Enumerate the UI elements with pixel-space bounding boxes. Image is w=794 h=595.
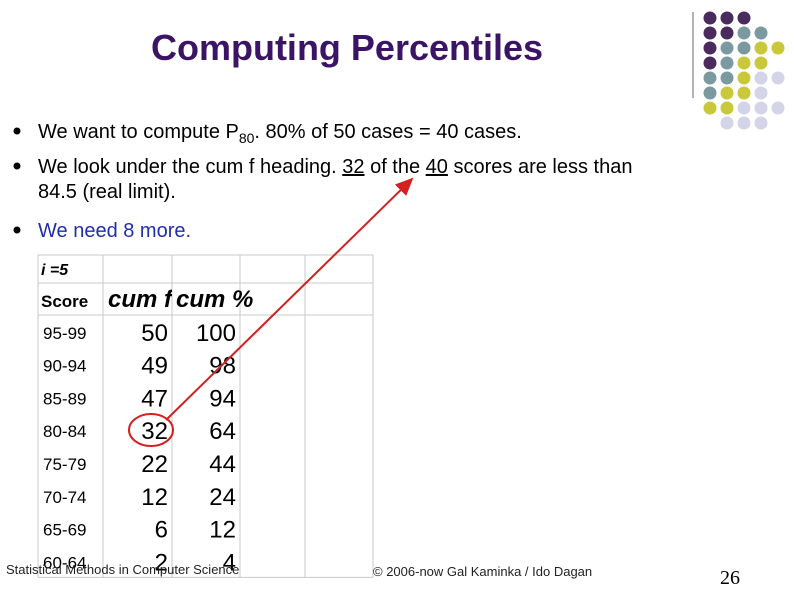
dot xyxy=(720,41,734,55)
dot xyxy=(737,56,751,70)
footer-copyright: © 2006-now Gal Kaminka / Ido Dagan xyxy=(373,564,592,579)
score-cell: 65-69 xyxy=(43,521,86,540)
cum-percent-cell: 24 xyxy=(209,484,236,511)
score-cell: 80-84 xyxy=(43,422,86,441)
dot xyxy=(754,71,768,85)
column-header: cum f xyxy=(108,286,174,313)
cum-f-cell: 32 xyxy=(141,418,168,445)
dot xyxy=(737,71,751,85)
dot xyxy=(754,56,768,70)
table-note: i =5 xyxy=(41,262,69,279)
dot xyxy=(703,11,717,25)
dot xyxy=(771,71,785,85)
dot xyxy=(720,56,734,70)
text: We look under the cum f heading. xyxy=(38,156,342,178)
dot xyxy=(703,26,717,40)
cum-percent-cell: 94 xyxy=(209,385,236,412)
dot xyxy=(737,11,751,25)
subscript: 80 xyxy=(239,130,255,146)
bullet-dot xyxy=(13,162,21,170)
cum-percent-cell: 44 xyxy=(209,451,236,478)
score-cell: 75-79 xyxy=(43,455,86,474)
dot xyxy=(703,56,717,70)
dot xyxy=(720,101,734,115)
dot xyxy=(754,86,768,100)
text: . 80% of 50 cases = 40 cases. xyxy=(254,121,521,143)
score-cell: 90-94 xyxy=(43,357,86,376)
dot xyxy=(720,86,734,100)
highlight-circle xyxy=(128,413,174,447)
text: of the xyxy=(365,156,426,178)
slide-title: Computing Percentiles xyxy=(151,27,543,68)
dot xyxy=(720,26,734,40)
bullet-text: 84.5 (real limit). xyxy=(38,181,176,203)
footer-course: Statistical Methods in Computer Science xyxy=(6,562,239,577)
dot xyxy=(703,71,717,85)
cum-f-cell: 47 xyxy=(141,385,168,412)
column-header: cum % xyxy=(176,286,253,313)
cum-percent-cell: 4 xyxy=(223,549,236,576)
dot xyxy=(754,101,768,115)
cum-percent-cell: 100 xyxy=(196,320,236,347)
underlined-text: 40 xyxy=(426,156,448,178)
bullet-text: We need 8 more. xyxy=(38,220,191,242)
score-cell: 85-89 xyxy=(43,389,86,408)
bullet-dot xyxy=(13,127,21,135)
page-number: 26 xyxy=(720,567,740,589)
dot xyxy=(771,101,785,115)
dot xyxy=(737,41,751,55)
bullet-text: We look under the cum f heading. 32 of t… xyxy=(38,156,632,178)
dot xyxy=(720,71,734,85)
dot xyxy=(703,41,717,55)
dot xyxy=(720,116,734,130)
dot xyxy=(737,86,751,100)
bullets: We want to compute P80. 80% of 50 cases … xyxy=(13,121,632,242)
dot xyxy=(771,41,785,55)
dot xyxy=(737,101,751,115)
underlined-text: 32 xyxy=(342,156,364,178)
cum-percent-cell: 64 xyxy=(209,418,236,445)
column-header: Score xyxy=(41,292,88,311)
decor-dots xyxy=(703,11,785,130)
cum-percent-cell: 12 xyxy=(209,517,236,544)
score-cell: 95-99 xyxy=(43,324,86,343)
text: scores are less than xyxy=(448,156,633,178)
score-cell: 70-74 xyxy=(43,488,86,507)
cum-f-cell: 22 xyxy=(141,451,168,478)
dot xyxy=(754,116,768,130)
score-cell: 60-64 xyxy=(43,553,86,572)
dot xyxy=(720,11,734,25)
bullet-text: We want to compute P80. 80% of 50 cases … xyxy=(38,121,522,146)
dot xyxy=(703,86,717,100)
dot xyxy=(754,41,768,55)
cum-f-cell: 50 xyxy=(141,320,168,347)
cum-f-cell: 12 xyxy=(141,484,168,511)
dot xyxy=(703,101,717,115)
bullet-dot xyxy=(13,226,21,234)
dot xyxy=(737,26,751,40)
dot xyxy=(754,26,768,40)
text: We want to compute P xyxy=(38,121,239,143)
cum-f-cell: 49 xyxy=(141,353,168,380)
cum-f-cell: 2 xyxy=(155,549,168,576)
arrow xyxy=(165,177,414,421)
dot xyxy=(737,116,751,130)
cum-f-cell: 6 xyxy=(155,517,168,544)
